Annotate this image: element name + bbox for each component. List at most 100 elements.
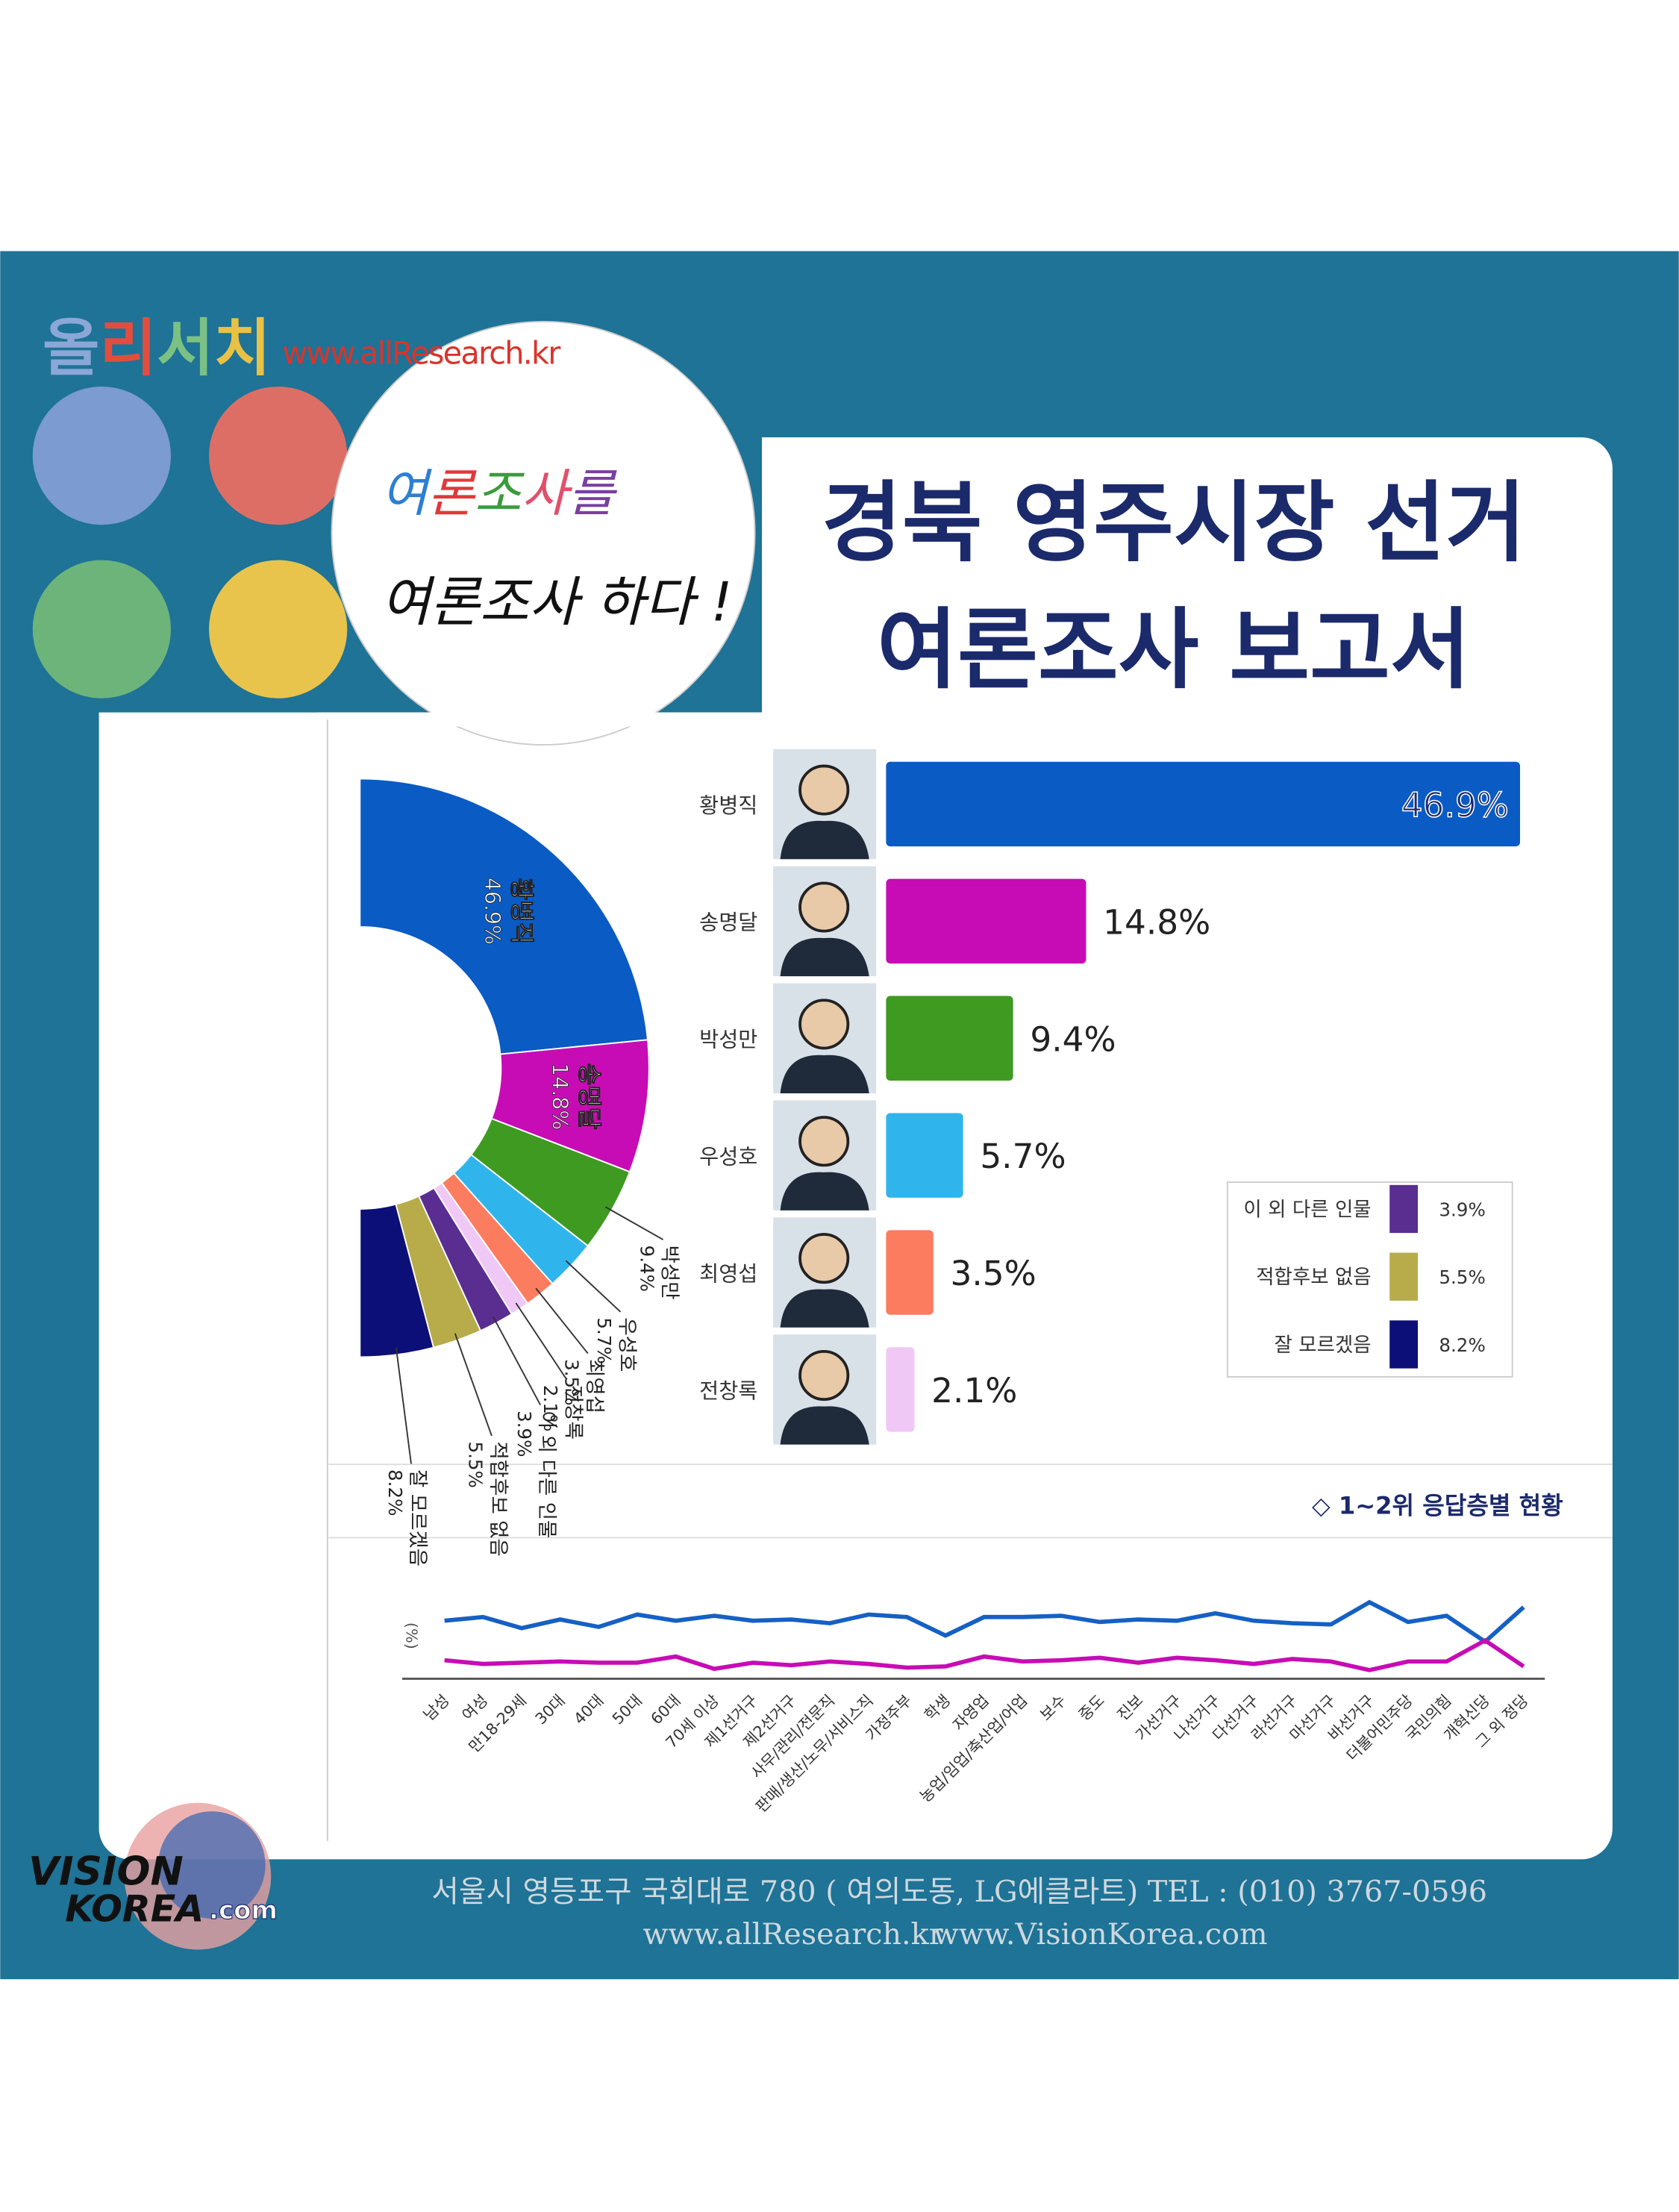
legend-name: 잘 모르겠음 [1275,1334,1372,1357]
bar [886,1113,963,1198]
photo-head [798,999,850,1050]
bar-value: 2.1% [931,1371,1017,1410]
leader-line [395,1347,412,1464]
slice-name: 이 외 다른 인물 [535,1410,558,1538]
photo-body [780,820,869,860]
candidate-name: 최영섭 [699,1261,757,1286]
leader-line [515,1302,568,1380]
leader-line [454,1333,493,1437]
slice-value: 3.5% [561,1359,583,1405]
deco-circle [209,386,348,525]
address: 서울시 영등포구 국회대로 780 ( 여의도동, LG에클라트) TEL : … [431,1875,1487,1909]
donut-slice [359,1203,435,1358]
legend-box [1226,1181,1513,1378]
donut-slice [359,778,649,1055]
logo-text: KOREA [65,1887,204,1931]
slice-value: 9.4% [636,1246,657,1292]
legend-value: 3.9% [1439,1199,1485,1220]
leader-line [492,1316,541,1406]
photo-body [780,937,869,977]
candidate-name: 우성호 [699,1145,757,1169]
slice-name: 잘 모르겠음 [406,1469,429,1566]
candidate-name: 박성만 [699,1028,757,1052]
footer-logo: VISION KOREA .com [28,1802,278,1950]
photo-body [780,1289,869,1328]
photo-body [780,1172,869,1210]
slice-name: 최영섭 [583,1359,606,1413]
slice-label: 이 외 다른 인물3.9% [513,1410,558,1538]
title: 여론조사 보고서 [877,599,1470,701]
bar-value: 3.5% [950,1254,1036,1293]
slice-label: 적합후보 없음5.5% [465,1441,510,1556]
footer-url: www.allResearch.kr [643,1917,943,1952]
logo-text: VISION [28,1849,184,1894]
candidate-name: 황병직 [699,793,757,818]
legend-swatch [1389,1252,1419,1301]
legend-name: 이 외 다른 인물 [1243,1198,1371,1221]
logo-text: .com [209,1896,278,1925]
slice-name: 전창록 [561,1385,584,1440]
bar-value: 9.4% [1030,1019,1116,1059]
legend-swatch [1389,1320,1419,1369]
title: 경북 영주시장 선거 [822,472,1526,574]
brand-url: www.allResearch.kr [282,335,561,372]
card-fill [317,712,769,727]
logo-globe [157,1811,266,1919]
bar [886,878,1086,964]
slice-value: 3.9% [513,1410,535,1457]
legend-name: 적합후보 없음 [1256,1266,1371,1289]
slice-name: 황병직 [507,878,536,945]
legend-value: 5.5% [1439,1266,1485,1288]
slice-value: 14.8% [548,1063,572,1130]
bar [886,1230,934,1315]
photo-head [798,1116,850,1167]
deco-circle [32,386,171,525]
photo-head [798,764,850,816]
leader-line [565,1260,622,1313]
legend-value: 8.2% [1439,1334,1485,1356]
brand: 올리서치 [43,312,271,384]
photo-head [798,1350,850,1402]
bar [886,996,1013,1081]
footer-url: www.VisionKorea.com [934,1917,1268,1952]
line-series [444,1637,1525,1672]
slice-value: 8.2% [384,1469,406,1516]
slogan: 여론조사 하다 ! [381,571,733,634]
line-series [444,1599,1525,1645]
candidate-name: 송명달 [699,910,757,935]
bar-value: 46.9% [1401,785,1509,825]
slice-value: 5.5% [465,1441,487,1487]
slice-name: 박성만 [658,1246,681,1300]
chart-title: ◇ 1~2위 응답층별 현황 [1312,1491,1563,1519]
deco-circle [209,560,348,699]
photo-body [780,1406,869,1445]
bar [886,761,1520,847]
bar [886,1347,915,1432]
slogan: 여론조사를 [381,464,618,523]
deco-circle [32,560,171,699]
bar-value: 5.7% [980,1137,1066,1176]
slogan-circle [331,321,756,746]
legend-swatch [1389,1184,1419,1234]
bar-value: 14.8% [1103,902,1210,942]
slice-name: 송명달 [575,1063,603,1130]
slice-value: 2.1% [540,1385,561,1431]
slice-value: 5.7% [593,1317,615,1363]
slice-name: 우성호 [615,1317,638,1372]
photo-head [798,1233,850,1284]
leader-line [604,1206,664,1240]
leader-line [535,1287,589,1355]
slice-name: 적합후보 없음 [487,1441,510,1556]
candidate-name: 전창록 [699,1378,757,1403]
photo-head [798,881,850,933]
photo-body [780,1055,869,1093]
